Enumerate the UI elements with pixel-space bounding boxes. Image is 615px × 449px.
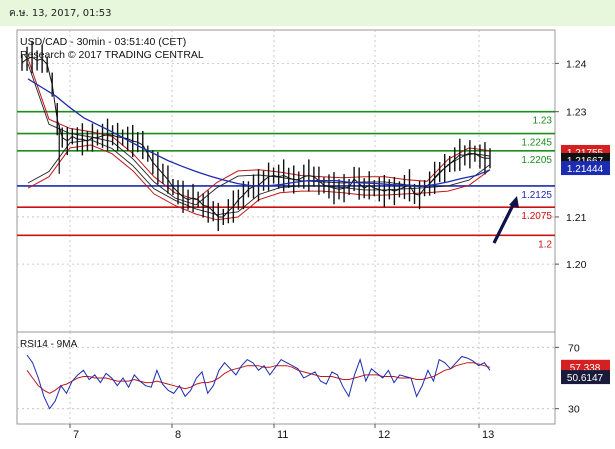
rsi-panel (16, 331, 556, 425)
trend-arrow (492, 196, 519, 244)
moving-average-line (27, 78, 491, 188)
rsi-y-tick-label: 30 (568, 404, 580, 416)
level-label: 1.2125 (521, 190, 552, 201)
y-tick-label: 1.21 (566, 212, 587, 224)
rsi-line (26, 354, 491, 410)
level-label: 1.23 (533, 116, 553, 127)
rsi-label: RSI14 - 9MA (20, 339, 78, 350)
rsi-y-tick-label: 70 (568, 342, 580, 354)
y-tick-label: 1.24 (566, 58, 587, 70)
chart-title: USD/CAD - 30min - 03:51:40 (CET) (20, 36, 186, 48)
rsi-tag (561, 370, 610, 385)
y-tick-label: 1.20 (566, 259, 587, 271)
rsi-tag-label: 50.6147 (567, 373, 604, 384)
x-tick-label: 8 (175, 429, 181, 441)
level-label: 1.2075 (521, 211, 552, 222)
x-tick-label: 12 (378, 429, 390, 441)
timestamp-label: ค.ษ. 13, 2017, 01:53 (9, 8, 112, 19)
level-label: 1.2205 (521, 155, 552, 166)
level-label: 1.2 (538, 239, 552, 250)
level-label: 1.2245 (521, 138, 552, 149)
rsi-ma-line (26, 362, 491, 394)
x-tick-label: 7 (73, 429, 79, 441)
price-tag-label: 1.21444 (567, 164, 604, 175)
x-tick-label: 13 (482, 429, 494, 441)
rsi-tag-label: 57.338 (570, 363, 601, 374)
y-tick-label: 1.23 (566, 107, 587, 119)
x-tick-label: 11 (277, 429, 288, 441)
top-bar: ค.ษ. 13, 2017, 01:53 (0, 0, 615, 26)
price-tag (561, 161, 610, 176)
chart-subtitle: Research © 2017 TRADING CENTRAL (20, 49, 204, 61)
